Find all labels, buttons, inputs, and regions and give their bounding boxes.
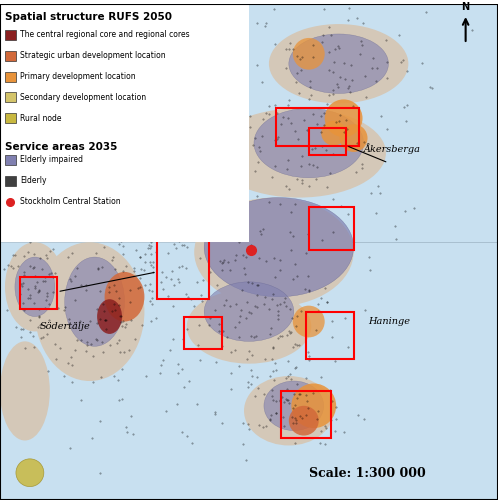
Bar [5,176,16,186]
Ellipse shape [65,257,124,346]
Text: Scale: 1:300 000: Scale: 1:300 000 [309,467,425,480]
Ellipse shape [0,342,50,440]
Bar [5,72,16,82]
Circle shape [16,459,44,486]
Text: Stockholm Central Station: Stockholm Central Station [20,197,121,206]
Ellipse shape [204,282,294,342]
Circle shape [340,124,368,152]
Circle shape [293,306,325,338]
Ellipse shape [105,272,144,322]
Ellipse shape [212,108,386,198]
Ellipse shape [264,381,324,430]
Bar [0,242,498,500]
Bar [5,92,16,102]
Text: Spatial structure RUFS 2050: Spatial structure RUFS 2050 [5,12,172,22]
Text: N: N [462,2,470,12]
Circle shape [325,100,363,137]
Text: Södertälje: Södertälje [40,322,91,330]
Text: Strategic urban development location: Strategic urban development location [20,52,165,60]
Ellipse shape [187,290,311,364]
Ellipse shape [244,376,334,446]
Text: Elderly: Elderly [20,176,46,185]
Text: Primary development location: Primary development location [20,72,135,81]
Bar [5,51,16,60]
Ellipse shape [194,198,354,306]
Bar [5,114,16,123]
Ellipse shape [5,242,65,332]
Ellipse shape [204,198,354,296]
Text: The central regional core and regional cores: The central regional core and regional c… [20,30,190,40]
Circle shape [291,384,336,428]
Bar [219,4,498,242]
Ellipse shape [15,257,55,316]
Bar [276,108,359,146]
Text: Service areas 2035: Service areas 2035 [5,142,118,152]
Bar [306,312,354,358]
Bar [309,208,354,250]
Bar [309,128,346,156]
Bar [184,316,222,349]
Bar [20,277,57,309]
Text: Rural node: Rural node [20,114,61,123]
Bar [0,4,249,242]
Bar [281,391,331,438]
Bar [5,30,16,40]
Circle shape [321,120,346,146]
Bar [157,240,209,299]
Ellipse shape [35,242,144,381]
Ellipse shape [254,108,364,178]
Text: Elderly impaired: Elderly impaired [20,156,83,164]
Text: Secondary development location: Secondary development location [20,93,146,102]
Circle shape [289,406,319,436]
Text: Åkersberga: Åkersberga [364,143,420,154]
Ellipse shape [269,24,408,103]
Ellipse shape [289,34,388,94]
Text: Haninge: Haninge [369,316,410,326]
Ellipse shape [97,299,122,334]
Circle shape [293,38,325,70]
Bar [5,155,16,165]
